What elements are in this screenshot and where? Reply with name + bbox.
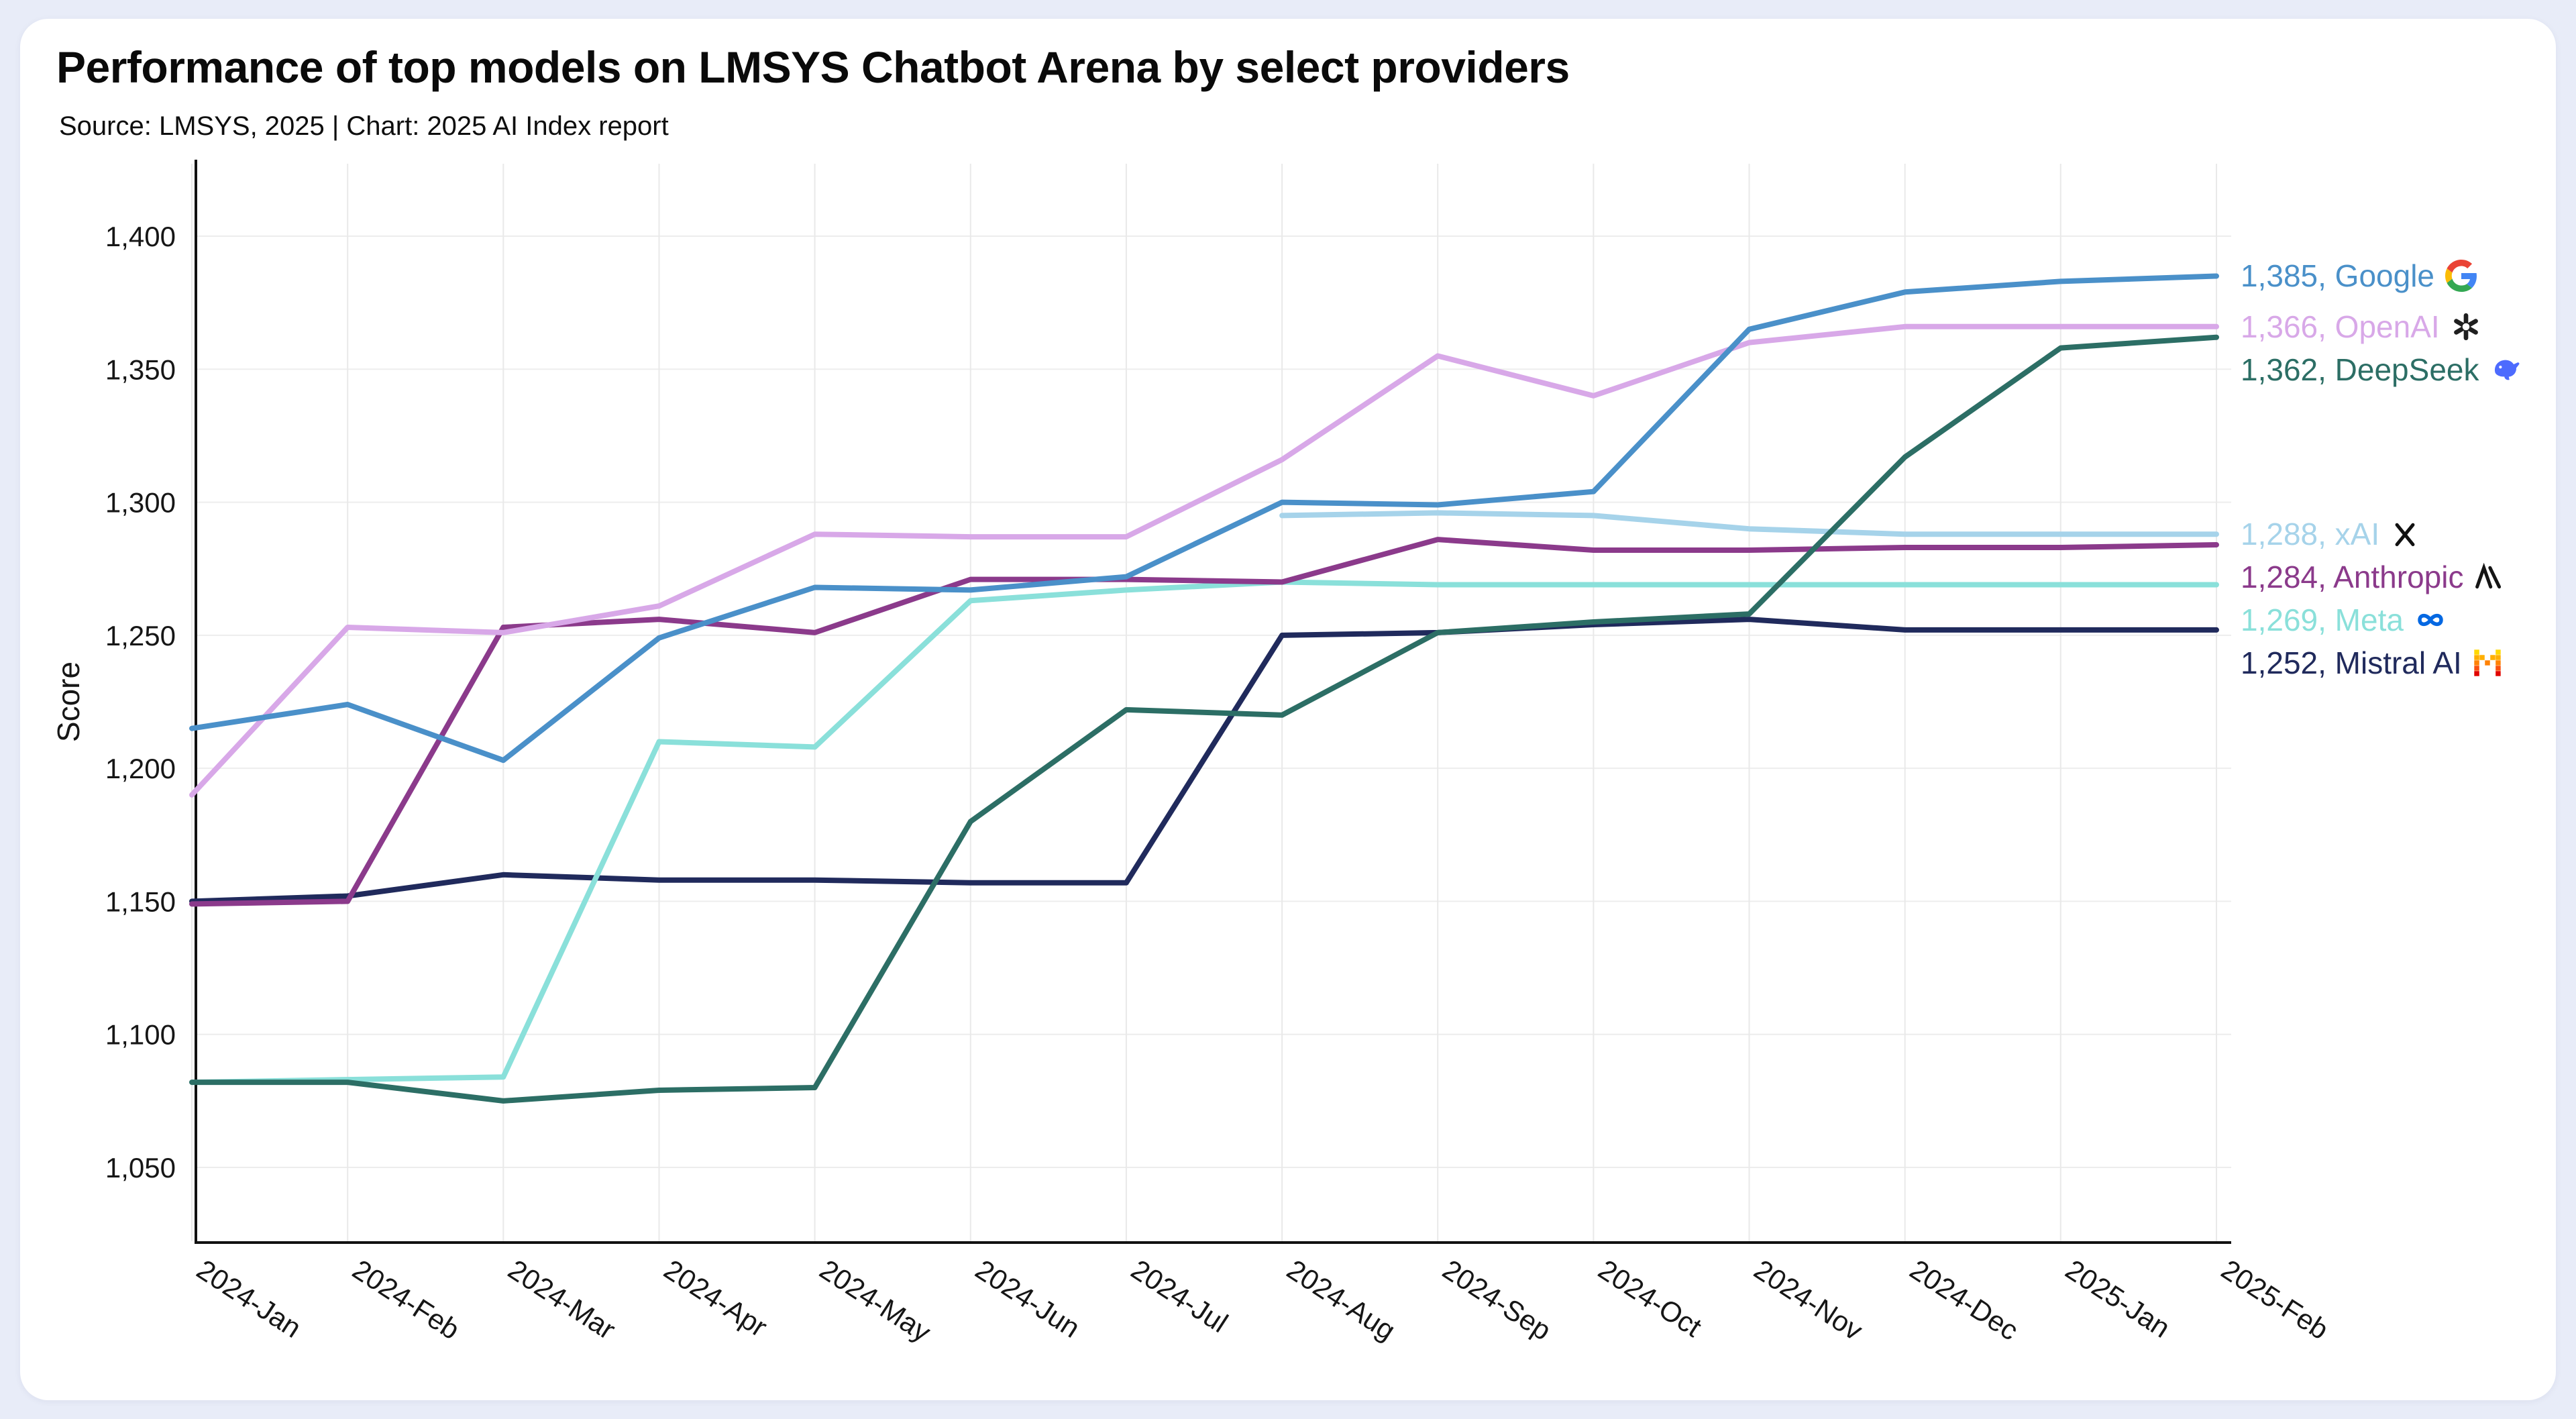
series-line-google bbox=[189, 273, 2219, 764]
svg-text:1,350: 1,350 bbox=[105, 354, 176, 385]
series-line-anthropic bbox=[189, 537, 2219, 907]
svg-text:1,050: 1,050 bbox=[105, 1152, 176, 1184]
y-tick-labels: 1,050 1,100 1,150 1,200 1,250 1,300 1,350 1,400 bbox=[105, 221, 176, 1184]
svg-text:2024-Jan: 2024-Jan bbox=[191, 1253, 307, 1344]
y-axis-label: Score bbox=[51, 662, 86, 742]
svg-text:1,200: 1,200 bbox=[105, 753, 176, 784]
svg-text:2024-Apr: 2024-Apr bbox=[659, 1253, 773, 1343]
series-line-openai bbox=[189, 323, 2219, 798]
svg-text:2024-Jun: 2024-Jun bbox=[970, 1253, 1085, 1344]
svg-text:2024-Feb: 2024-Feb bbox=[347, 1253, 465, 1345]
svg-text:2024-May: 2024-May bbox=[814, 1253, 936, 1348]
chart-subtitle: Source: LMSYS, 2025 | Chart: 2025 AI Ind… bbox=[59, 111, 669, 141]
svg-text:2024-Nov: 2024-Nov bbox=[1749, 1253, 1868, 1347]
chart-title: Performance of top models on LMSYS Chatb… bbox=[56, 42, 1570, 92]
svg-text:2024-Oct: 2024-Oct bbox=[1593, 1253, 1707, 1343]
svg-text:1,300: 1,300 bbox=[105, 487, 176, 519]
svg-text:1,250: 1,250 bbox=[105, 620, 176, 651]
svg-text:2025-Jan: 2025-Jan bbox=[2060, 1253, 2176, 1344]
svg-text:1,150: 1,150 bbox=[105, 886, 176, 917]
svg-text:2025-Feb: 2025-Feb bbox=[2216, 1253, 2334, 1345]
svg-text:1,400: 1,400 bbox=[105, 221, 176, 252]
svg-text:2024-Jul: 2024-Jul bbox=[1126, 1253, 1234, 1338]
svg-text:2024-Aug: 2024-Aug bbox=[1281, 1253, 1401, 1347]
svg-text:2024-Sep: 2024-Sep bbox=[1437, 1253, 1556, 1347]
svg-text:2024-Mar: 2024-Mar bbox=[502, 1253, 621, 1345]
series-line-xai bbox=[1279, 510, 2219, 537]
series-line-mistral-ai bbox=[189, 617, 2219, 904]
x-tick-labels: 2024-Jan 2024-Feb 2024-Mar 2024-Apr 2024-May… bbox=[191, 1253, 2334, 1348]
svg-text:1,100: 1,100 bbox=[105, 1019, 176, 1051]
series-line-deepseek bbox=[189, 334, 2219, 1104]
series-line-meta bbox=[189, 579, 2219, 1086]
gridlines bbox=[191, 164, 2231, 1241]
svg-text:2024-Dec: 2024-Dec bbox=[1904, 1253, 2024, 1347]
